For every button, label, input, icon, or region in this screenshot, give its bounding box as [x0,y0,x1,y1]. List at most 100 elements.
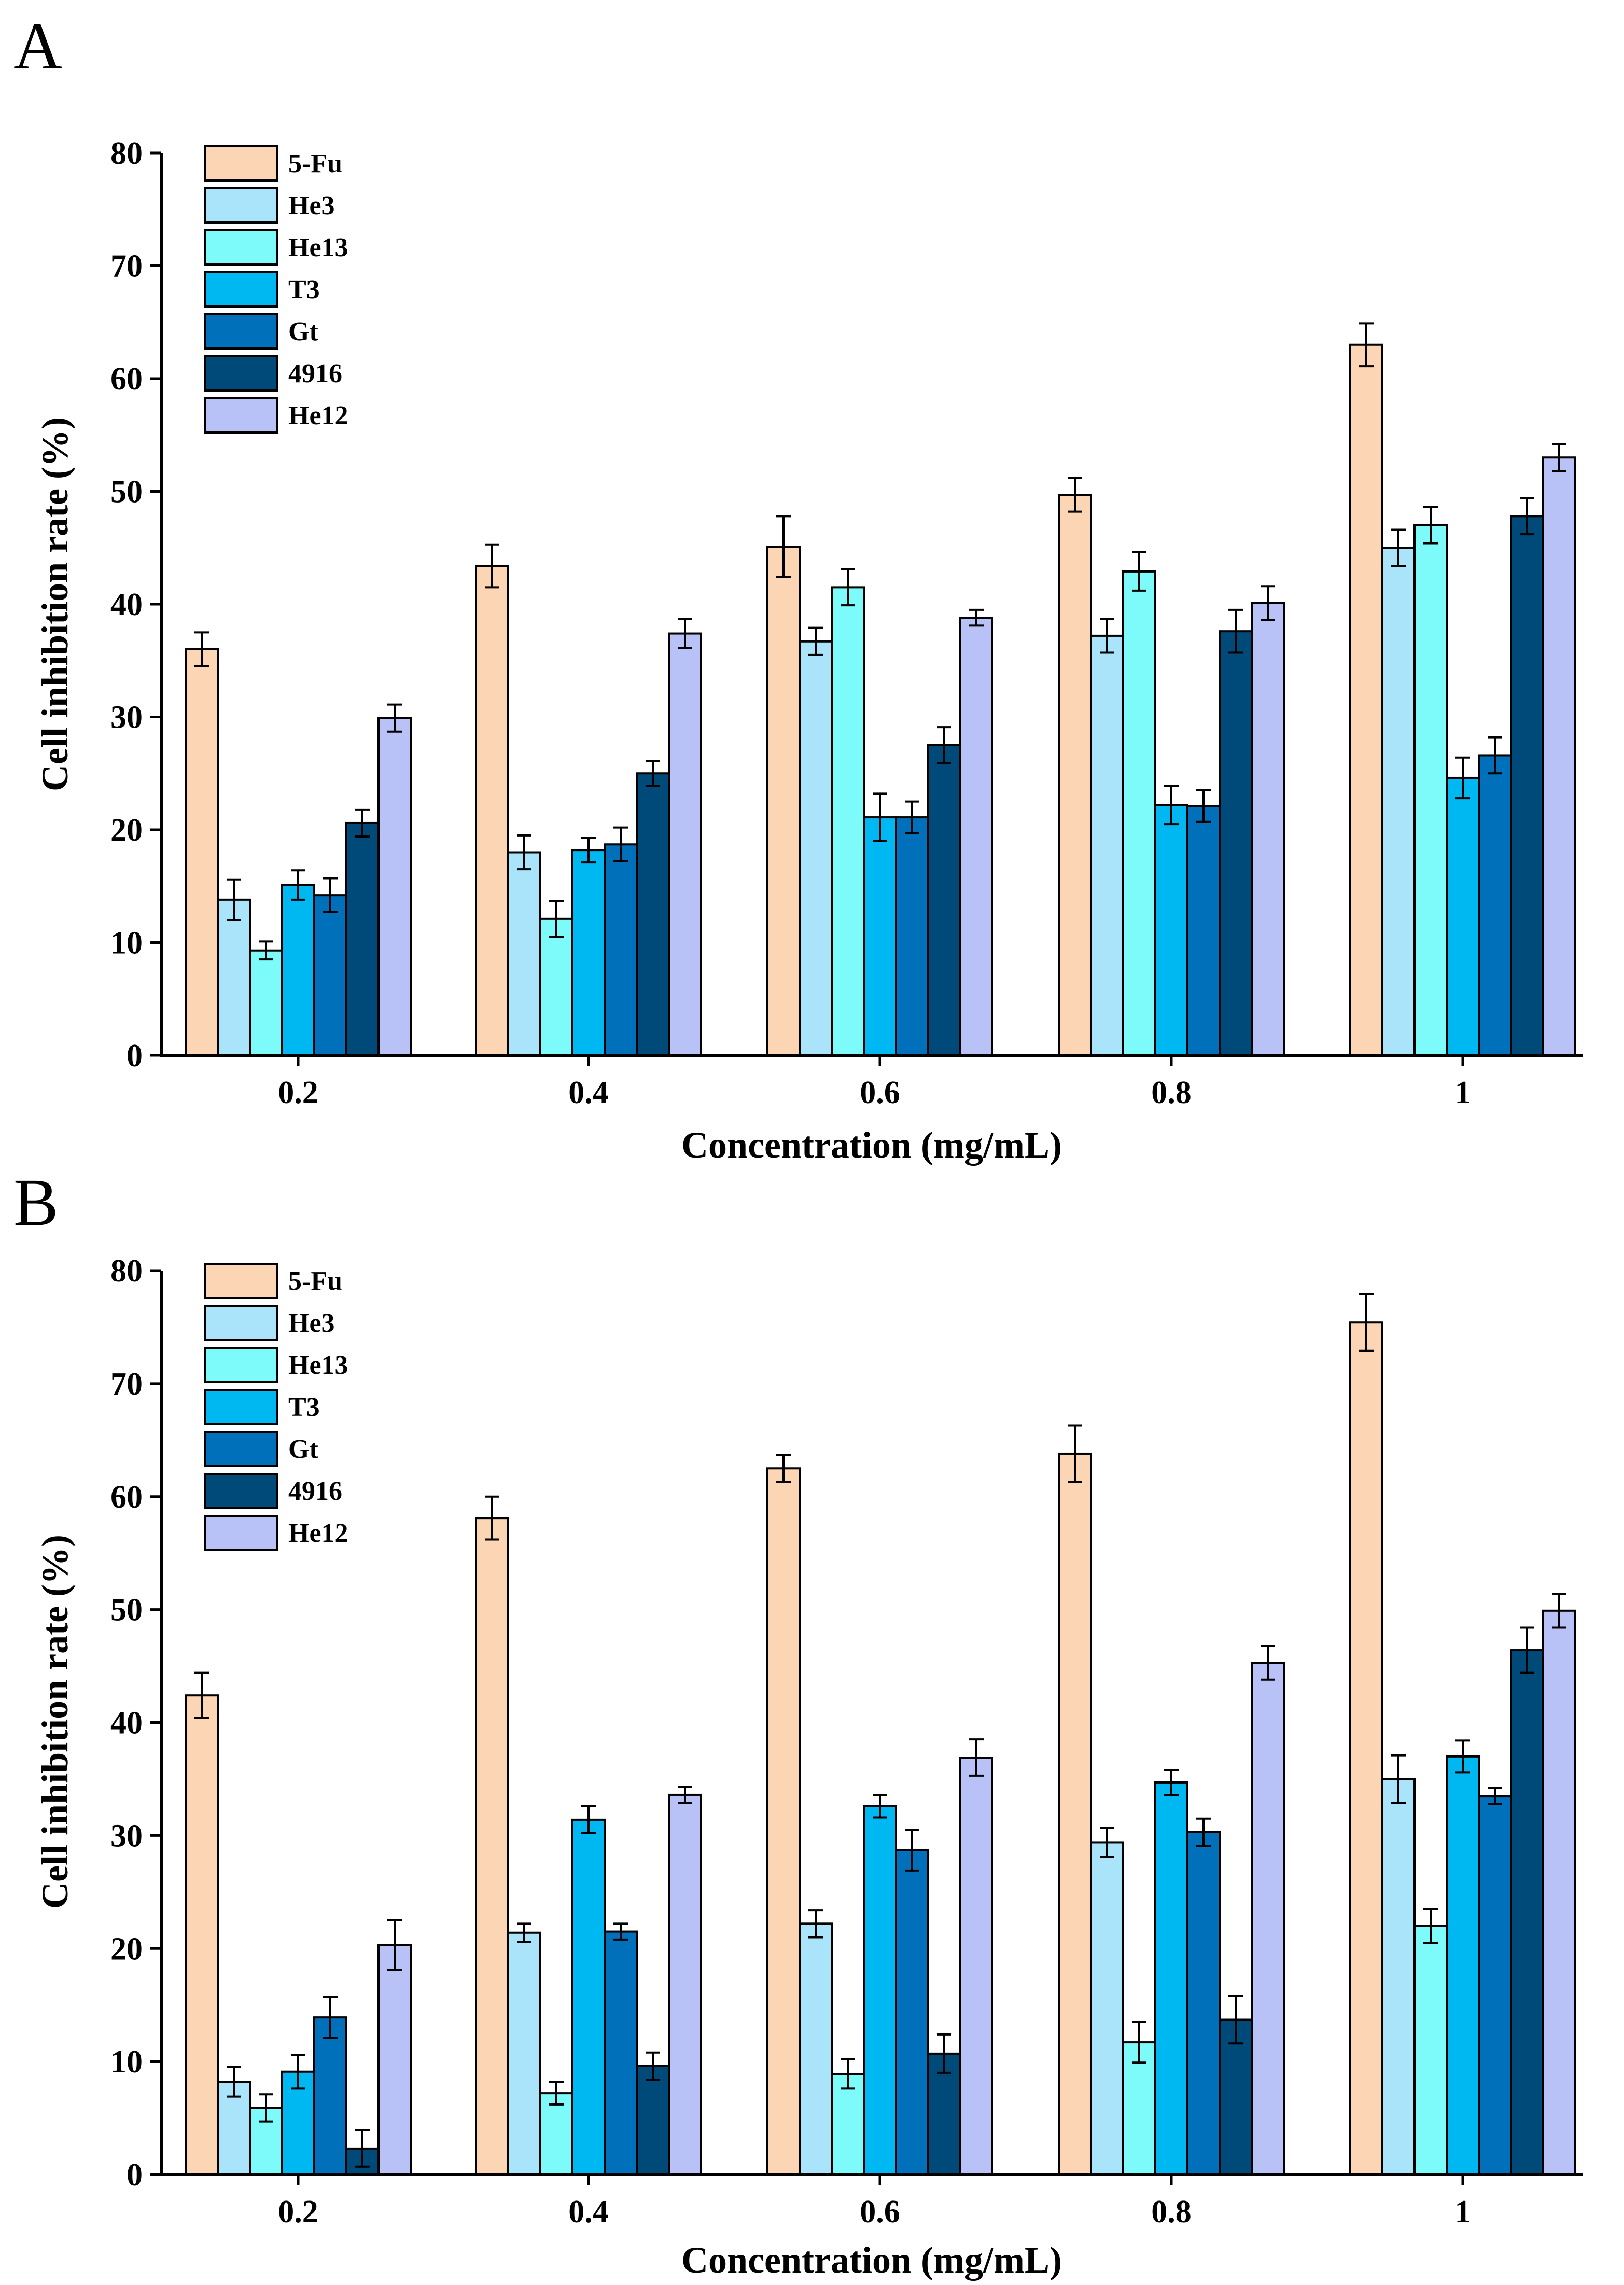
panel-a-bar-he12-0.6 [959,617,993,1056]
panel-a-legend-swatch-gt [204,313,278,350]
panel-b-x-tick-label: 1 [1455,2194,1471,2230]
panel-a-legend-label-he12: He12 [288,401,348,430]
panel-b-error-bar [613,1922,628,1941]
panel-b-error-bar [355,2129,370,2168]
panel-a-bar-5-fu-0.6 [766,546,801,1056]
panel-a-error-bar [549,900,564,938]
panel-b-bar-he13-1 [1413,1925,1448,2176]
panel-b-error-bar [841,2058,855,2090]
panel-b-legend: 5-Fu He3 He13 T3 Gt 4916 He12 [204,1263,348,1551]
panel-b-error-bar [1391,1754,1406,1804]
panel-a-y-tick-label: 30 [110,700,143,735]
panel-a-error-bar [1164,785,1179,826]
panel-b-y-tick-label: 50 [110,1593,143,1628]
panel-a-bar-he13-0.4 [539,917,573,1056]
panel-b-error-bar [1552,1593,1566,1629]
panel-a-bar-4916-0.8 [1219,630,1253,1056]
panel-a-bar-he12-0.2 [377,717,412,1057]
panel-a-bar-he3-0.4 [507,851,541,1056]
panel-a-bar-gt-0.2 [313,894,347,1057]
panel-b-error-bar [1068,1424,1082,1483]
panel-b-bar-t3-1 [1446,1755,1480,2176]
panel-b-error-bar [776,1454,791,1483]
panel-b-letter: B [13,1165,59,1240]
panel-a-y-tick-label: 20 [110,813,143,848]
panel-b-legend-label-gt: Gt [288,1434,318,1464]
panel-a-error-bar [1132,551,1146,592]
panel-b-y-axis-title: Cell inhibition rate (%) [34,1535,76,1909]
panel-a-x-axis-title: Concentration (mg/mL) [681,1124,1062,1166]
panel-a-error-bar [1552,443,1566,472]
panel-a-bar-t3-0.8 [1154,804,1188,1057]
panel-b-bar-he12-0.8 [1251,1662,1285,2176]
panel-b-error-bar [969,1738,984,1777]
panel-a-bar-he13-0.8 [1122,570,1156,1057]
panel-b-error-bar [1132,2021,1146,2064]
panel-b-legend-label-he12: He12 [288,1518,348,1548]
panel-b-legend-label-he13: He13 [288,1350,348,1380]
panel-b-y-tick-label: 80 [110,1253,143,1289]
panel-b-error-bar [194,1671,209,1719]
panel-a-error-bar [1455,756,1470,800]
panel-a-error-bar [1068,477,1082,513]
panel-b-error-bar [323,1996,338,2039]
panel-a-legend-label-t3: T3 [288,275,320,304]
panel-a-error-bar [1391,528,1406,567]
panel-a-plot-area [185,322,1576,1057]
panel-b-bar-he3-1 [1381,1778,1416,2176]
panel-b-legend-label-t3: T3 [288,1392,320,1422]
panel-a-error-bar [1196,789,1211,823]
panel-b-bar-4916-0.8 [1219,2018,1253,2176]
panel-a-bar-he12-1 [1542,456,1576,1056]
panel-b-error-bar [227,2066,241,2098]
panel-a-legend-label-4916: 4916 [288,359,342,388]
panel-a-bar-he3-0.8 [1090,634,1124,1056]
panel-b-legend-swatch-4916 [204,1473,278,1509]
panel-b-error-bar [1423,1907,1438,1944]
panel-a-error-bar [841,568,855,607]
panel-a-error-bar [323,877,338,913]
panel-b-y-tick-label: 40 [110,1706,143,1741]
panel-a-error-bar [194,631,209,667]
panel-b-y-tick-label: 60 [110,1480,143,1515]
panel-b-plot-area [185,1293,1576,2176]
panel-b-legend-swatch-5-fu [204,1263,278,1299]
panel-a-x-tick-label: 1 [1455,1075,1471,1110]
panel-b-bar-he3-0.4 [507,1931,541,2176]
panel-b-x-axis-title: Concentration (mg/mL) [681,2239,1062,2281]
panel-a-error-bar [1359,322,1374,368]
panel-a-x-tick-label: 0.4 [568,1075,609,1110]
panel-b-legend-swatch-he13 [204,1347,278,1383]
panel-b-error-bar [259,2093,273,2123]
panel-a-y-tick-label: 10 [110,926,143,961]
panel-a-bar-4916-0.2 [345,821,380,1056]
panel-a-ticks: 0 10 20 30 40 50 60 70 80 0.2 0.4 0.6 0.8 1 [110,136,1471,1110]
panel-b-x-tick-label: 0.2 [278,2194,318,2230]
panel-a-legend-label-he13: He13 [288,233,348,262]
panel-a-bar-4916-0.6 [927,744,961,1056]
panel-a-error-bar [485,543,499,589]
panel-a-error-bar [613,826,628,862]
panel-b-bar-5-fu-0.2 [185,1694,219,2176]
panel-b-bar-he13-0.6 [831,2073,865,2176]
panel-a-legend-label-gt: Gt [288,317,318,346]
panel-b-error-bar [678,1786,692,1804]
panel-b-bar-t3-0.6 [863,1805,897,2176]
panel-b-error-bar [808,1909,823,1939]
panel-b-bar-5-fu-0.6 [766,1467,801,2176]
panel-a-x-tick-label: 0.8 [1151,1075,1192,1110]
panel-a-error-bar [905,800,919,834]
panel-a-error-bar [1488,736,1502,775]
panel-b-y-tick-label: 10 [110,2044,143,2080]
panel-b-error-bar [1359,1293,1374,1352]
panel-b-bar-4916-1 [1510,1649,1544,2176]
panel-b-bar-he3-0.8 [1090,1841,1124,2176]
panel-a-legend-swatch-he3 [204,187,278,224]
panel-b-bar-he3-0.6 [799,1922,833,2176]
panel-a-letter: A [13,9,62,83]
panel-a-chart: A 0 10 20 30 40 50 60 70 80 0.2 0.4 0.6 0.8 1 Cell in… [13,9,1583,1166]
panel-b-y-tick-label: 0 [127,2157,143,2193]
panel-b-bar-4916-0.6 [927,2052,961,2176]
panel-b-ticks: 0 10 20 30 40 50 60 70 80 0.2 0.4 0.6 0.8 1 [110,1253,1471,2230]
